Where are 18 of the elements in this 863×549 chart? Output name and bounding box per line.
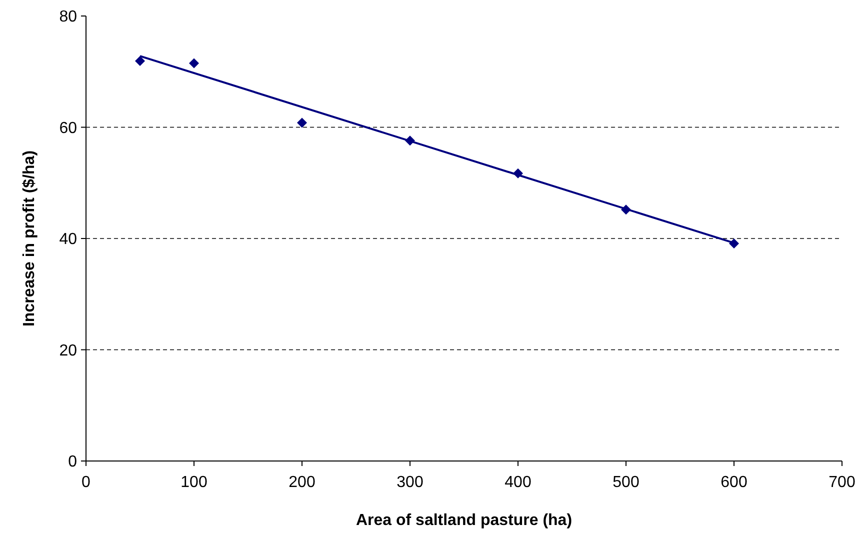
x-tick-label: 700 bbox=[828, 474, 856, 491]
x-tick-label: 200 bbox=[288, 474, 316, 491]
x-tick-label: 0 bbox=[82, 474, 91, 491]
x-tick-label: 300 bbox=[396, 474, 424, 491]
y-tick-label: 40 bbox=[59, 231, 78, 248]
y-tick-label: 60 bbox=[59, 120, 78, 137]
x-tick-label: 100 bbox=[180, 474, 208, 491]
x-tick-label: 400 bbox=[504, 474, 532, 491]
y-axis-title: Increase in profit ($/ha) bbox=[21, 150, 38, 327]
y-tick-label: 20 bbox=[59, 342, 78, 360]
x-tick-label: 600 bbox=[720, 474, 748, 491]
x-axis-title: Area of saltland pasture (ha) bbox=[356, 512, 572, 529]
y-tick-label: 80 bbox=[59, 8, 78, 26]
point bbox=[297, 118, 307, 128]
x-tick-label: 500 bbox=[612, 474, 640, 491]
y-tick-label: 0 bbox=[68, 454, 78, 471]
point bbox=[135, 56, 145, 66]
point bbox=[189, 58, 199, 68]
